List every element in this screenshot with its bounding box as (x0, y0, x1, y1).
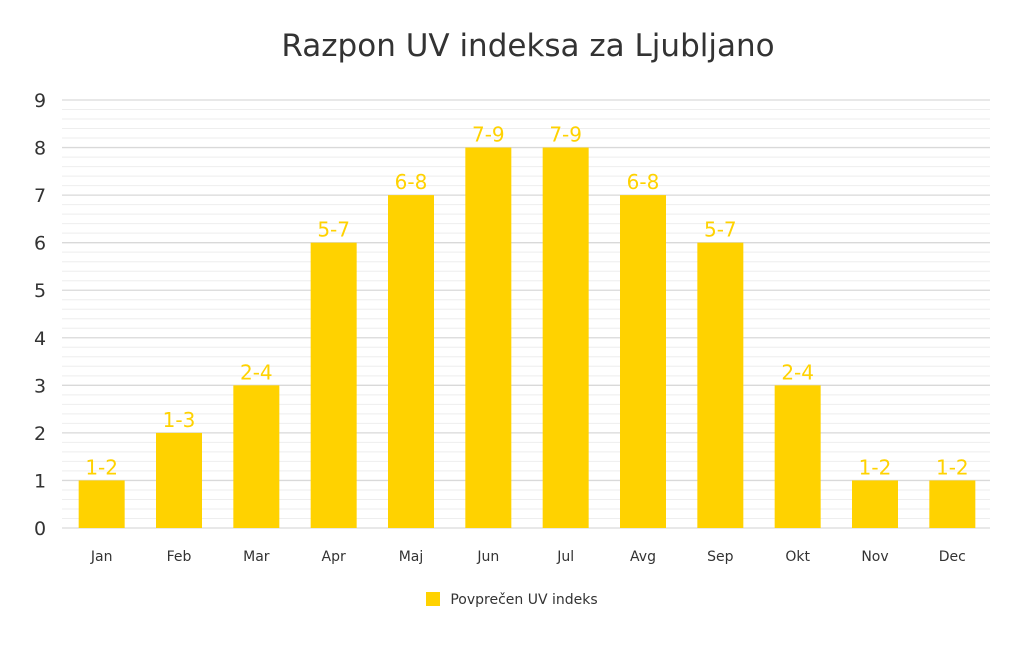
legend-swatch (426, 592, 441, 606)
bar-value-label: 1-2 (85, 455, 118, 479)
bar (697, 242, 744, 528)
y-tick-label: 5 (34, 280, 46, 302)
y-tick-label: 3 (34, 375, 46, 397)
bar-value-label: 5-7 (704, 218, 737, 242)
x-tick-label: Mar (243, 549, 270, 565)
x-tick-label: Jul (556, 549, 574, 565)
bar (388, 195, 434, 528)
bar (78, 480, 125, 528)
x-tick-label: Apr (322, 549, 346, 565)
x-tick-label: Jun (476, 549, 499, 565)
x-tick-label: Nov (861, 549, 888, 565)
legend: Povprečen UV indeks (0, 592, 1024, 608)
bar-value-label: 7-9 (549, 123, 582, 147)
bar (774, 385, 821, 528)
y-tick-label: 0 (34, 518, 46, 540)
y-tick-label: 4 (34, 328, 46, 350)
bar-value-label: 6-8 (627, 170, 660, 194)
x-tick-label: Feb (167, 549, 192, 565)
y-tick-label: 7 (34, 185, 46, 207)
bar (620, 195, 666, 528)
bar-value-label: 1-2 (859, 455, 892, 479)
bar (542, 147, 589, 529)
bar-value-label: 2-4 (781, 360, 814, 384)
bar-value-label: 6-8 (395, 170, 428, 194)
legend-label: Povprečen UV indeks (450, 592, 598, 608)
y-axis-tick-labels: 0 1 2 3 4 5 6 7 8 9 (34, 90, 46, 540)
x-axis-tick-labels: Jan Feb Mar Apr Maj Jun Jul Avg Sep Okt Nov Dec (90, 549, 966, 565)
y-tick-label: 1 (34, 470, 46, 492)
bar-value-labels: 1-2 1-3 2-4 5-7 6-8 7-9 7-9 6-8 5-7 2-4 1-2 1-2 (85, 123, 968, 480)
x-tick-label: Jan (90, 549, 113, 565)
bar (852, 480, 898, 528)
bar-value-label: 5-7 (317, 218, 350, 242)
grid-lines (62, 99, 990, 529)
bar-value-label: 1-3 (163, 408, 196, 432)
x-tick-label: Sep (707, 549, 734, 565)
x-tick-label: Dec (939, 549, 966, 565)
bar (465, 147, 512, 529)
bar (929, 480, 976, 528)
x-tick-label: Okt (785, 549, 810, 565)
y-tick-label: 8 (34, 138, 46, 160)
y-tick-label: 9 (34, 90, 46, 112)
bars (78, 147, 976, 529)
bar (310, 242, 357, 528)
y-tick-label: 2 (34, 423, 46, 445)
chart-title: Razpon UV indeksa za Ljubljano (281, 28, 775, 64)
bar (233, 385, 280, 528)
bar (156, 432, 202, 528)
bar-value-label: 1-2 (936, 455, 969, 479)
bar-value-label: 2-4 (240, 360, 273, 384)
bar-value-label: 7-9 (472, 123, 505, 147)
x-tick-label: Maj (399, 549, 424, 565)
x-tick-label: Avg (630, 549, 656, 565)
y-tick-label: 6 (34, 233, 46, 255)
